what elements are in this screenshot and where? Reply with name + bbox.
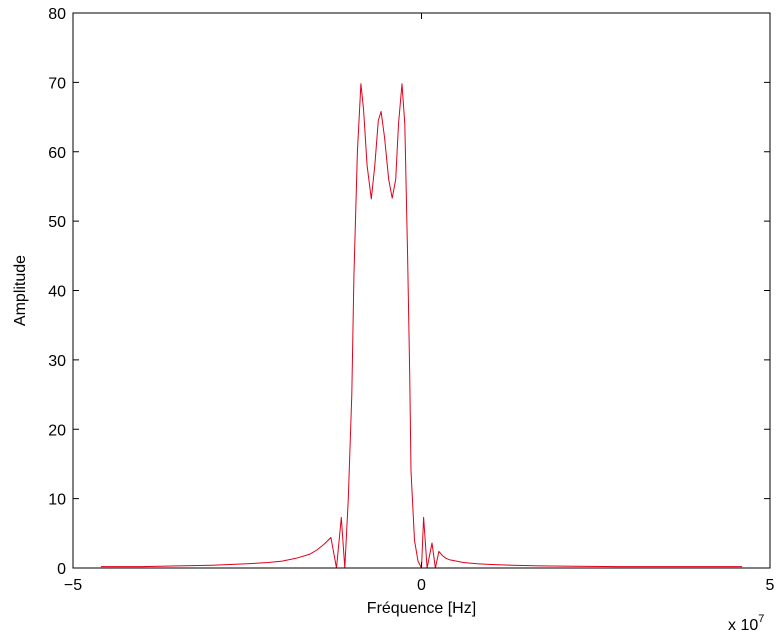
x-axis-label: Fréquence [Hz]: [367, 600, 476, 617]
x-axis-multiplier-base: x 10: [728, 617, 758, 634]
y-tick-label: 10: [48, 492, 66, 509]
y-tick-label: 60: [48, 145, 66, 162]
x-tick-label: −5: [64, 577, 82, 594]
x-axis-multiplier: x 107: [728, 613, 764, 634]
y-tick-label: 30: [48, 353, 66, 370]
tick-marks: [72, 12, 771, 569]
y-tick-label: 80: [48, 6, 66, 23]
y-tick-label: 40: [48, 284, 66, 301]
x-axis-multiplier-exponent: 7: [758, 613, 764, 625]
y-tick-label: 50: [48, 214, 66, 231]
y-tick-label: 0: [57, 561, 66, 578]
y-tick-label: 20: [48, 422, 66, 439]
x-tick-label: 0: [417, 577, 426, 594]
plot-area: [100, 83, 743, 569]
series-line-0: [100, 83, 743, 569]
x-tick-label: 5: [766, 577, 775, 594]
y-tick-label: 70: [48, 75, 66, 92]
y-axis-label: Amplitude: [12, 255, 29, 326]
